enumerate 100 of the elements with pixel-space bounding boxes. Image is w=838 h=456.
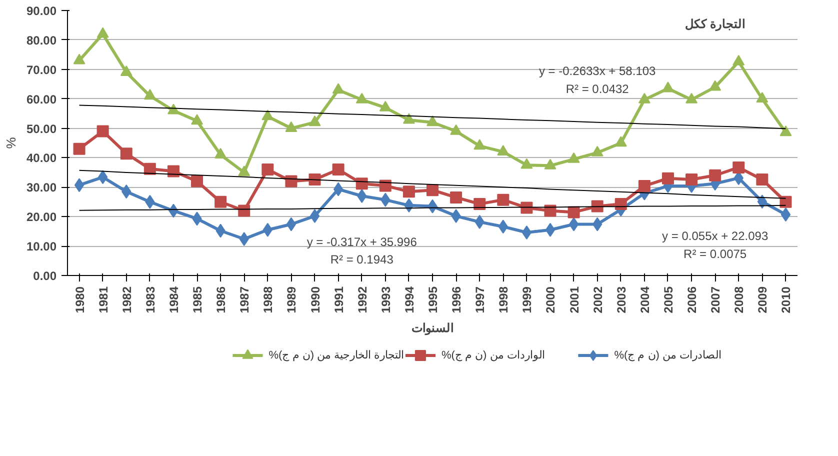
x-tick-label: 1981 (96, 286, 110, 314)
point (426, 116, 438, 126)
point (732, 54, 745, 66)
point (379, 100, 392, 112)
point (591, 146, 604, 156)
point (780, 196, 792, 208)
x-tick-label: 2004 (638, 286, 652, 314)
point (614, 136, 627, 147)
point (310, 209, 320, 224)
y-tick-label: 80.00 (26, 33, 57, 48)
point (756, 92, 768, 103)
point (520, 158, 533, 169)
annotation: التجارة ككل (684, 17, 746, 32)
y-tick-label: 70.00 (26, 62, 57, 77)
point (73, 54, 86, 64)
point (120, 148, 132, 160)
point (96, 125, 109, 138)
x-tick-label: 2008 (732, 286, 746, 314)
point (520, 202, 533, 214)
annotation: y = -0.317x + 35.996 (306, 235, 418, 249)
x-tick-label: 2000 (544, 286, 558, 314)
point (426, 184, 438, 196)
x-tick-label: 1993 (378, 286, 393, 314)
x-tick-label: 1995 (426, 286, 440, 314)
point (379, 180, 392, 192)
y-tick-label: 0.00 (33, 269, 57, 283)
y-tick-label: 60.00 (26, 92, 57, 106)
point (238, 166, 250, 176)
point (686, 92, 698, 104)
x-axis-title: السنوات (412, 321, 454, 336)
point (286, 217, 296, 232)
y-axis-title: % (3, 136, 18, 149)
point (356, 92, 368, 104)
point (144, 162, 156, 175)
x-tick-label: 1985 (190, 286, 205, 314)
point (638, 92, 650, 104)
x-tick-label: 2009 (756, 286, 770, 314)
point (74, 178, 84, 192)
point (544, 204, 556, 217)
point (662, 172, 674, 184)
point (356, 178, 368, 190)
point (285, 121, 298, 132)
point (144, 89, 156, 100)
x-tick-label: 1980 (72, 286, 87, 314)
point (191, 114, 204, 125)
legend-label: %التجارة الخارجية من (ن م ج) (268, 350, 404, 362)
y-tick-label: 90.00 (26, 4, 57, 18)
point (285, 175, 298, 188)
point (662, 82, 674, 92)
x-tick-label: 1987 (238, 286, 252, 314)
point (262, 110, 274, 120)
x-tick-label: 1999 (520, 286, 534, 314)
point (96, 27, 109, 38)
point (402, 113, 415, 124)
point (332, 83, 344, 94)
point (357, 189, 367, 203)
point (614, 198, 627, 210)
x-tick-label: 1992 (355, 286, 370, 314)
point (214, 148, 227, 158)
point (638, 180, 650, 192)
point (167, 104, 180, 114)
x-tick-label: 2010 (779, 286, 794, 314)
point (191, 175, 204, 188)
point (591, 200, 604, 212)
y-tick-label: 30.00 (26, 180, 57, 195)
y-tick-label: 10.00 (26, 240, 57, 254)
point (450, 191, 462, 204)
point (332, 164, 344, 176)
x-tick-label: 1984 (166, 286, 181, 314)
point (167, 165, 180, 178)
point (450, 124, 462, 135)
annotation: R² = 0.0432 (566, 82, 630, 96)
y-tick-label: 50.00 (26, 122, 57, 136)
x-tick-label: 1988 (261, 286, 276, 314)
point (686, 174, 698, 186)
point (756, 174, 768, 186)
point (333, 182, 344, 196)
point (709, 80, 722, 91)
point (308, 116, 321, 126)
x-tick-label: 1994 (402, 286, 416, 314)
x-tick-label: 1990 (308, 286, 322, 314)
point (544, 158, 556, 170)
x-tick-label: 1991 (332, 286, 346, 314)
x-tick-label: 1997 (473, 286, 488, 314)
point (497, 194, 510, 206)
x-tick-label: 2006 (685, 286, 700, 314)
x-tick-label: 2007 (708, 286, 723, 314)
x-tick-label: 1983 (143, 286, 158, 314)
point (780, 126, 792, 136)
point (120, 65, 132, 76)
point (568, 152, 580, 163)
point (474, 198, 486, 210)
point (214, 196, 227, 208)
point (732, 161, 745, 174)
point (709, 169, 722, 182)
x-tick-label: 1996 (450, 286, 464, 314)
point (568, 206, 580, 218)
point (238, 204, 250, 217)
point (497, 144, 510, 156)
y-tick-label: 20.00 (26, 210, 57, 224)
